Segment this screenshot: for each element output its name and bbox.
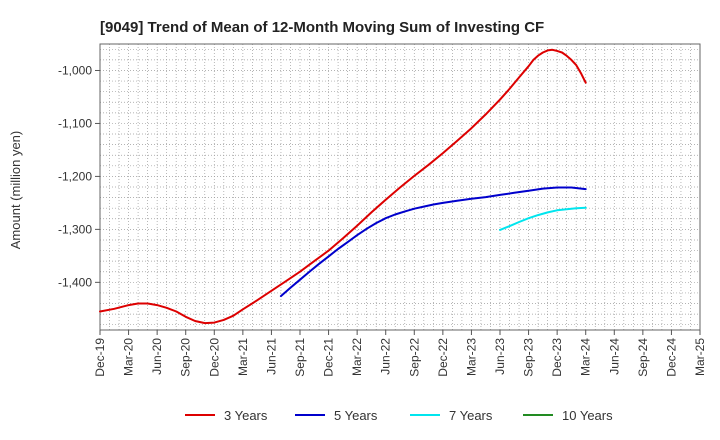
- y-tick-label: -1,000: [58, 63, 92, 77]
- series-line-5-years: [279, 186, 587, 298]
- series-line-3-years: [99, 48, 587, 325]
- x-tick-label: Sep-20: [179, 338, 193, 377]
- x-tick-label: Mar-24: [579, 338, 593, 376]
- x-tick-label: Mar-21: [236, 338, 250, 376]
- y-tick-label: -1,300: [58, 222, 92, 236]
- legend-label-7-years: 7 Years: [449, 408, 493, 423]
- x-tick-label: Mar-25: [693, 338, 707, 376]
- x-tick-label: Dec-22: [436, 338, 450, 377]
- x-tick-label: Dec-19: [93, 338, 107, 377]
- x-tick-label: Jun-21: [264, 338, 278, 375]
- legend-label-5-years: 5 Years: [334, 408, 378, 423]
- x-tick-label: Dec-24: [664, 338, 678, 377]
- plot-border: [99, 43, 701, 331]
- chart-title: [9049] Trend of Mean of 12-Month Moving …: [100, 19, 544, 36]
- legend-label-10-years: 10 Years: [562, 408, 613, 423]
- x-tick-label: Sep-23: [522, 338, 536, 377]
- x-tick-label: Dec-21: [322, 338, 336, 377]
- x-tick-label: Dec-20: [207, 338, 221, 377]
- x-tick-label: Jun-23: [493, 338, 507, 375]
- y-tick-label: -1,400: [58, 275, 92, 289]
- x-tick-label: Sep-21: [293, 338, 307, 377]
- y-axis-title: Amount (million yen): [8, 131, 23, 250]
- x-tick-label: Jun-24: [607, 338, 621, 375]
- x-tick-label: Jun-22: [379, 338, 393, 375]
- x-tick-label: Jun-20: [150, 338, 164, 375]
- y-tick-label: -1,200: [58, 169, 92, 183]
- x-tick-label: Mar-20: [122, 338, 136, 376]
- x-tick-label: Dec-23: [550, 338, 564, 377]
- x-tick-label: Sep-24: [636, 338, 650, 377]
- series-line-7-years: [499, 206, 587, 231]
- y-tick-label: -1,100: [58, 116, 92, 130]
- x-tick-label: Mar-23: [464, 338, 478, 376]
- x-tick-label: Mar-22: [350, 338, 364, 376]
- x-tick-label: Sep-22: [407, 338, 421, 377]
- legend-label-3-years: 3 Years: [224, 408, 268, 423]
